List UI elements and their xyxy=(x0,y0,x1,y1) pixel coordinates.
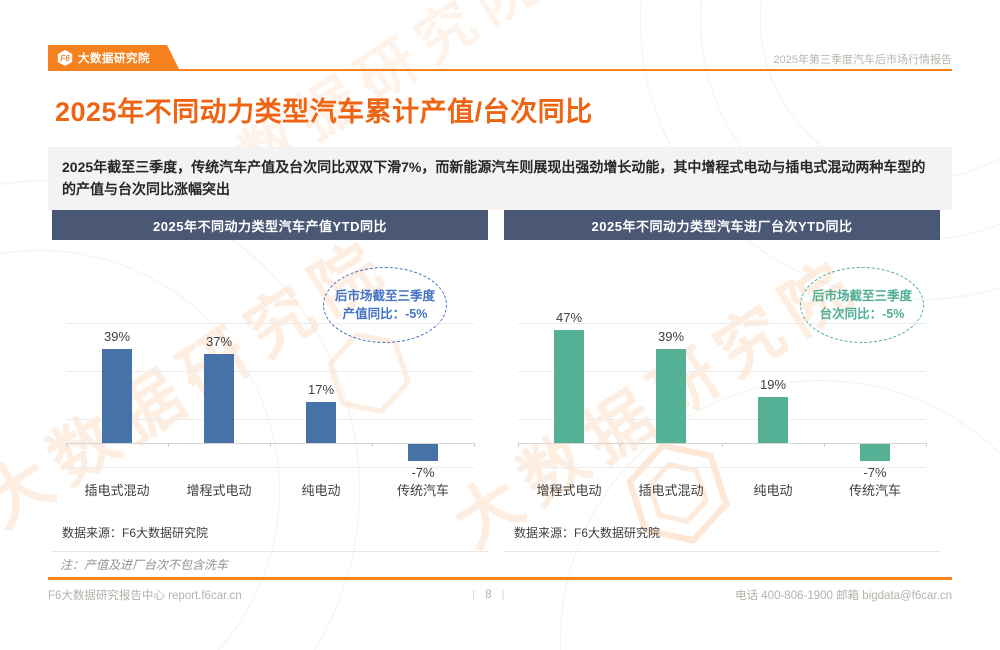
axis-tick xyxy=(518,443,519,447)
bar-value-label: 39% xyxy=(103,329,131,345)
gridline xyxy=(518,419,926,420)
axis-tick xyxy=(372,443,373,447)
footnote: 注：产值及进厂台次不包含洗车 xyxy=(60,558,229,572)
report-title: 2025年第三季度汽车后市场行情报告 xyxy=(773,54,952,66)
category-label: 传统汽车 xyxy=(848,483,901,498)
footer-left-text: F6大数据研究报告中心 report.f6car.cn xyxy=(48,590,242,602)
page-number-separator: | xyxy=(472,589,476,601)
bar-value-label: 37% xyxy=(205,334,233,350)
category-label: 纯电动 xyxy=(753,483,793,498)
chart-plot-area: 后市场截至三季度 产值同比：-5% 39% 插电式混动 37% 增程式电动 17% 纯电动… xyxy=(52,245,488,500)
annotation-line1: 后市场截至三季度 xyxy=(811,288,912,303)
bar-value-label: 19% xyxy=(759,377,787,393)
gridline xyxy=(66,323,474,324)
axis-tick xyxy=(824,443,825,447)
chart-panel-service-visits: 2025年不同动力类型汽车进厂台次YTD同比 后市场截至三季度 台次同比：-5%… xyxy=(504,210,940,552)
bar-value-label: 39% xyxy=(657,329,685,345)
header-divider xyxy=(48,69,952,71)
f6-logo-icon: F6 xyxy=(57,50,73,66)
footer-divider xyxy=(48,577,952,580)
bar xyxy=(204,354,234,443)
page-number: 8 xyxy=(485,589,492,601)
footer-right-text: 电话 400-806-1900 邮箱 bigdata@f6car.cn xyxy=(735,590,952,602)
chart-panel-output-value: 2025年不同动力类型汽车产值YTD同比 后市场截至三季度 产值同比：-5% 3… xyxy=(52,210,488,552)
gridline xyxy=(518,467,926,468)
chart-annotation-badge: 后市场截至三季度 产值同比：-5% xyxy=(323,267,447,343)
bar xyxy=(102,349,132,443)
chart-title: 2025年不同动力类型汽车进厂台次YTD同比 xyxy=(504,210,940,240)
chart-title: 2025年不同动力类型汽车产值YTD同比 xyxy=(52,210,488,240)
category-label: 传统汽车 xyxy=(396,483,449,498)
bar xyxy=(408,444,438,461)
chart-annotation-badge: 后市场截至三季度 台次同比：-5% xyxy=(800,267,924,343)
axis-tick xyxy=(270,443,271,447)
summary-text: 2025年截至三季度，传统汽车产值及台次同比双双下滑7%，而新能源汽车则展现出强… xyxy=(48,147,952,211)
annotation-line2: 台次同比：-5% xyxy=(819,306,905,321)
chart-plot-area: 后市场截至三季度 台次同比：-5% 47% 增程式电动 39% 插电式混动 19% 纯电动… xyxy=(504,245,940,500)
bar-value-label: 47% xyxy=(555,310,583,326)
category-label: 增程式电动 xyxy=(536,483,602,498)
footer: F6大数据研究报告中心 report.f6car.cn | 8 | 电话 400… xyxy=(48,587,952,603)
bar xyxy=(554,330,584,443)
axis-tick xyxy=(66,443,67,447)
data-source-label: 数据来源：F6大数据研究院 xyxy=(62,526,209,540)
bar xyxy=(306,402,336,443)
annotation-line2: 产值同比：-5% xyxy=(342,306,428,321)
category-label: 插电式混动 xyxy=(84,483,150,498)
axis-tick xyxy=(926,443,927,447)
bar xyxy=(656,349,686,443)
annotation-line1: 后市场截至三季度 xyxy=(334,288,435,303)
axis-tick xyxy=(620,443,621,447)
bar-value-label: -7% xyxy=(863,464,887,480)
bar-value-label: 17% xyxy=(307,382,335,398)
page-number-group: | 8 | xyxy=(472,589,504,601)
brand-logo-label: 大数据研究院 xyxy=(78,53,150,65)
bar xyxy=(758,397,788,443)
axis-tick xyxy=(722,443,723,447)
axis-tick xyxy=(168,443,169,447)
category-label: 增程式电动 xyxy=(186,483,252,498)
bar-value-label: -7% xyxy=(411,464,435,480)
gridline xyxy=(66,467,474,468)
category-label: 纯电动 xyxy=(301,483,341,498)
category-label: 插电式混动 xyxy=(638,483,704,498)
data-source-label: 数据来源：F6大数据研究院 xyxy=(514,526,661,540)
gridline xyxy=(518,323,926,324)
gridline xyxy=(518,371,926,372)
page-number-separator: | xyxy=(501,589,505,601)
page-title: 2025年不同动力类型汽车累计产值/台次同比 xyxy=(55,97,593,127)
axis-tick xyxy=(474,443,475,447)
brand-logo: F6 大数据研究院 xyxy=(48,45,180,71)
gridline xyxy=(66,419,474,420)
bar xyxy=(860,444,890,461)
gridline xyxy=(66,371,474,372)
